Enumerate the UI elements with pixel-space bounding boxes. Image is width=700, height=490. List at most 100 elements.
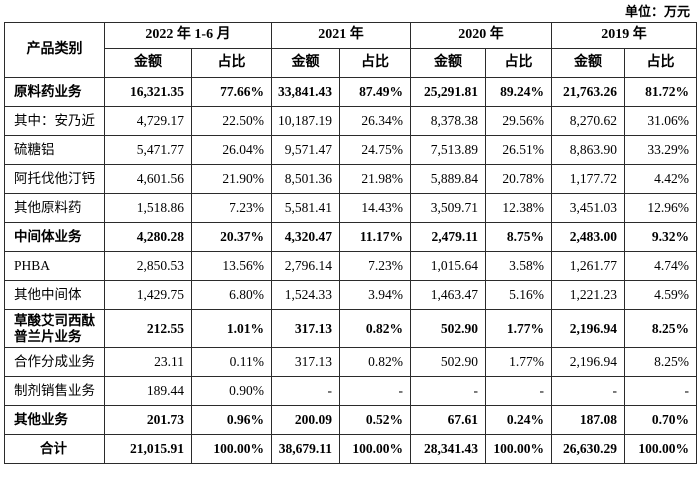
cell-value: -	[339, 376, 412, 407]
cell-value: 4.74%	[624, 251, 698, 281]
cell-value: 502.90	[410, 308, 487, 349]
cell-value: 1.01%	[190, 308, 273, 349]
cell-value: 26,630.29	[551, 434, 626, 465]
cell-value: 9,571.47	[271, 135, 341, 165]
cell-value: 189.44	[104, 376, 192, 407]
cell-value: 67.61	[410, 405, 487, 436]
cell-value: 1,429.75	[104, 280, 192, 310]
row-label: 其他业务	[4, 405, 105, 436]
cell-value: 16,321.35	[104, 77, 192, 107]
cell-value: 26.04%	[190, 135, 273, 165]
cell-value: 4,601.56	[104, 164, 192, 194]
table-row: 其他中间体 1,429.75 6.80% 1,524.33 3.94% 1,463.47 5…	[4, 280, 698, 310]
row-label: 中间体业务	[4, 222, 105, 252]
cell-value: 1,518.86	[104, 193, 192, 223]
cell-value: 8.25%	[624, 308, 698, 349]
cell-value: 0.82%	[339, 347, 412, 378]
cell-value: 21,763.26	[551, 77, 626, 107]
cell-value: 14.43%	[339, 193, 412, 223]
cell-value: 1,177.72	[551, 164, 626, 194]
cell-value: 1,015.64	[410, 251, 487, 281]
table-row: 中间体业务 4,280.28 20.37% 4,320.47 11.17% 2,479.1…	[4, 222, 698, 252]
cell-value: 100.00%	[624, 434, 698, 465]
cell-value: 8,270.62	[551, 106, 626, 136]
category-header-cell: 产品类别	[4, 22, 105, 78]
row-label: 原料药业务	[4, 77, 105, 107]
cell-value: 0.24%	[485, 405, 553, 436]
cell-value: 2,483.00	[551, 222, 626, 252]
cell-value: 13.56%	[190, 251, 273, 281]
ratio-header: 占比	[339, 48, 412, 78]
ratio-header: 占比	[624, 48, 698, 78]
cell-value: 8.25%	[624, 347, 698, 378]
table-row: 合作分成业务 23.11 0.11% 317.13 0.82% 502.90 1.77% 2,…	[4, 347, 698, 378]
cell-value: 1,463.47	[410, 280, 487, 310]
cell-value: 38,679.11	[271, 434, 341, 465]
cell-value: 12.38%	[485, 193, 553, 223]
cell-value: 0.11%	[190, 347, 273, 378]
year-header-2022: 2022 年 1-6 月	[103, 22, 273, 49]
cell-value: 28,341.43	[410, 434, 487, 465]
row-label: 草酸艾司西酞普兰片业务	[4, 308, 105, 349]
cell-value: 21.98%	[339, 164, 412, 194]
cell-value: 87.49%	[339, 77, 412, 107]
table-row: 合计 21,015.91 100.00% 38,679.11 100.00% 28,341…	[4, 434, 698, 465]
year-header-2019: 2019 年	[551, 22, 698, 49]
cell-value: 21,015.91	[104, 434, 192, 465]
cell-value: 317.13	[271, 347, 341, 378]
cell-value: 1,261.77	[551, 251, 626, 281]
cell-value: 29.56%	[485, 106, 553, 136]
cell-value: 3,451.03	[551, 193, 626, 223]
cell-value: 2,479.11	[410, 222, 487, 252]
table-row: 制剂销售业务 189.44 0.90% - - - - - -	[4, 376, 698, 407]
cell-value: 26.51%	[485, 135, 553, 165]
table-row: 阿托伐他汀钙 4,601.56 21.90% 8,501.36 21.98% 5,889.…	[4, 164, 698, 194]
cell-value: 8,378.38	[410, 106, 487, 136]
cell-value: 31.06%	[624, 106, 698, 136]
cell-value: 4.42%	[624, 164, 698, 194]
cell-value: 7.23%	[339, 251, 412, 281]
cell-value: 8,501.36	[271, 164, 341, 194]
cell-value: 24.75%	[339, 135, 412, 165]
cell-value: 8.75%	[485, 222, 553, 252]
cell-value: 6.80%	[190, 280, 273, 310]
cell-value: 33.29%	[624, 135, 698, 165]
cell-value: 0.52%	[339, 405, 412, 436]
ratio-header: 占比	[485, 48, 553, 78]
cell-value: 33,841.43	[271, 77, 341, 107]
row-label: 其中：安乃近	[4, 106, 105, 136]
cell-value: 502.90	[410, 347, 487, 378]
cell-value: 4,320.47	[271, 222, 341, 252]
unit-label: 单位：万元	[624, 4, 690, 19]
cell-value: 20.78%	[485, 164, 553, 194]
cell-value: 81.72%	[624, 77, 698, 107]
cell-value: 0.82%	[339, 308, 412, 349]
cell-value: 23.11	[104, 347, 192, 378]
cell-value: 21.90%	[190, 164, 273, 194]
cell-value: -	[485, 376, 553, 407]
cell-value: 5,581.41	[271, 193, 341, 223]
row-label: 阿托伐他汀钙	[4, 164, 105, 194]
cell-value: 2,196.94	[551, 308, 626, 349]
cell-value: 1,524.33	[271, 280, 341, 310]
cell-value: -	[624, 376, 698, 407]
cell-value: 7.23%	[190, 193, 273, 223]
row-label: 其他原料药	[4, 193, 105, 223]
cell-value: 4,280.28	[104, 222, 192, 252]
cell-value: 5.16%	[485, 280, 553, 310]
cell-value: 5,889.84	[410, 164, 487, 194]
cell-value: 0.70%	[624, 405, 698, 436]
cell-value: -	[271, 376, 341, 407]
cell-value: 0.96%	[190, 405, 273, 436]
cell-value: 20.37%	[190, 222, 273, 252]
cell-value: 26.34%	[339, 106, 412, 136]
row-label: 合作分成业务	[4, 347, 105, 378]
table-row: 硫糖铝 5,471.77 26.04% 9,571.47 24.75% 7,513.89 2…	[4, 135, 698, 165]
cell-value: 77.66%	[190, 77, 273, 107]
table-header: 产品类别 2022 年 1-6 月 2021 年 2020 年 2019 年 金…	[4, 22, 698, 78]
cell-value: 2,196.94	[551, 347, 626, 378]
amount-header: 金额	[271, 48, 341, 78]
cell-value: 100.00%	[485, 434, 553, 465]
cell-value: 3,509.71	[410, 193, 487, 223]
cell-value: 212.55	[104, 308, 192, 349]
